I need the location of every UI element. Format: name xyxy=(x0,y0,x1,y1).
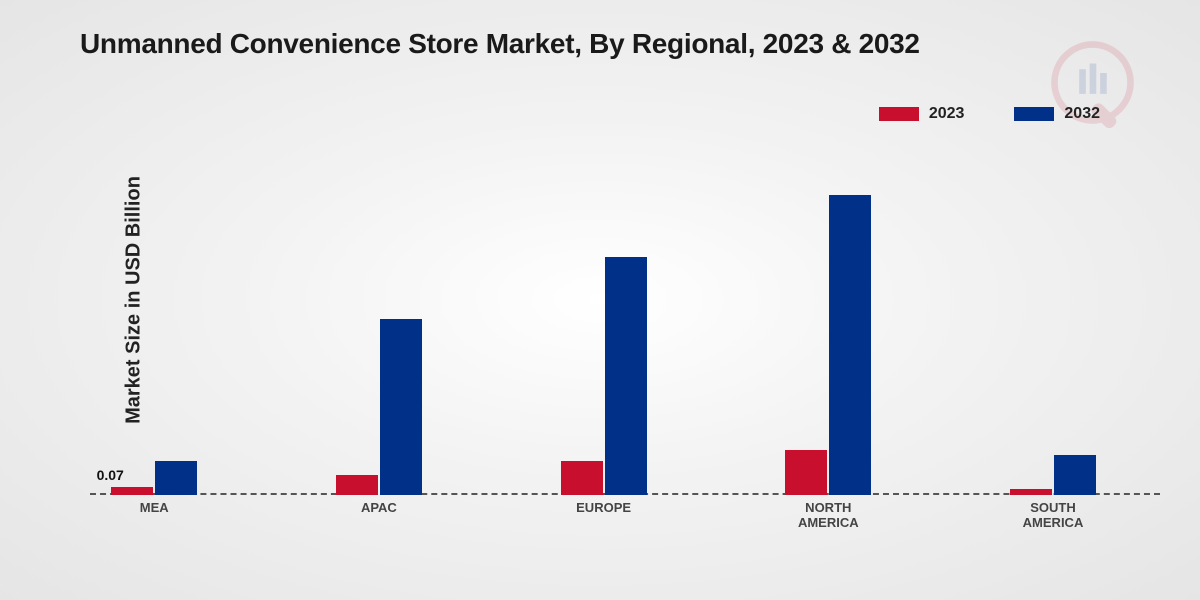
bar-group: APAC xyxy=(304,319,454,495)
bar-group: EUROPE xyxy=(529,257,679,495)
bar-2032 xyxy=(829,195,871,495)
bar-2032 xyxy=(605,257,647,495)
bar-2023 xyxy=(785,450,827,495)
bar-2023 xyxy=(1010,489,1052,495)
bar-2023 xyxy=(336,475,378,495)
bar-group: NORTH AMERICA xyxy=(753,195,903,495)
legend-label-2032: 2032 xyxy=(1064,105,1100,123)
bar-2032 xyxy=(1054,455,1096,495)
category-label: APAC xyxy=(361,501,397,516)
category-label: EUROPE xyxy=(576,501,631,516)
legend-label-2023: 2023 xyxy=(929,105,965,123)
bar-2032 xyxy=(380,319,422,495)
value-label: 0.07 xyxy=(97,467,124,483)
legend-item-2032: 2032 xyxy=(1014,105,1100,123)
category-label: NORTH AMERICA xyxy=(798,501,859,531)
bar-2023 xyxy=(561,461,603,495)
legend-item-2023: 2023 xyxy=(879,105,965,123)
legend-swatch-2023 xyxy=(879,107,919,121)
bar-group: SOUTH AMERICA xyxy=(978,455,1128,495)
bar-2032 xyxy=(155,461,197,495)
chart-title: Unmanned Convenience Store Market, By Re… xyxy=(80,28,920,60)
plot-area: MEA 0.07 APAC EUROPE NORTH AMERICA SOUTH AMER… xyxy=(90,160,1160,540)
category-label: MEA xyxy=(140,501,169,516)
legend-swatch-2032 xyxy=(1014,107,1054,121)
bar-group: MEA0.07 xyxy=(79,461,229,495)
legend: 2023 2032 xyxy=(879,105,1100,123)
category-label: SOUTH AMERICA xyxy=(1023,501,1084,531)
bar-2023 xyxy=(111,487,153,495)
